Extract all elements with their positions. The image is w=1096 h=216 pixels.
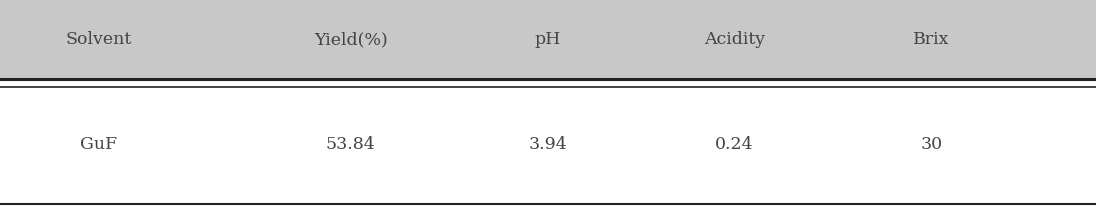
Text: Brix: Brix [913, 31, 950, 48]
Text: 0.24: 0.24 [715, 136, 754, 153]
Text: Yield(%): Yield(%) [313, 31, 388, 48]
Text: 53.84: 53.84 [326, 136, 376, 153]
Bar [0, 0, 1096, 79]
Text: Acidity: Acidity [704, 31, 765, 48]
Text: GuF: GuF [80, 136, 117, 153]
Text: Solvent: Solvent [66, 31, 132, 48]
Text: 30: 30 [921, 136, 943, 153]
Text: pH: pH [535, 31, 561, 48]
Text: 3.94: 3.94 [528, 136, 568, 153]
